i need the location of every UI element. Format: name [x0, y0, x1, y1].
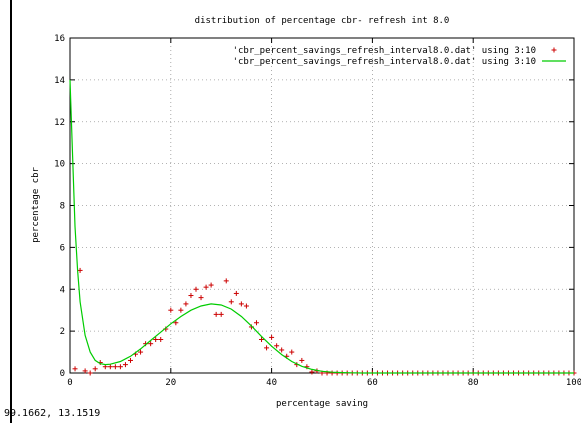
- data-point: [107, 364, 113, 370]
- data-point: [243, 303, 249, 309]
- data-point: [223, 278, 229, 284]
- data-point: [168, 307, 174, 313]
- x-tick-label: 20: [165, 378, 176, 388]
- data-point: [198, 295, 204, 301]
- data-point: [228, 299, 234, 305]
- series-layer: [69, 79, 577, 376]
- legend-point-marker: [551, 47, 557, 53]
- data-point: [289, 349, 295, 355]
- legend-label-line: 'cbr_percent_savings_refresh_interval8.0…: [233, 57, 536, 67]
- data-point: [193, 286, 199, 292]
- window-left-border: [10, 0, 12, 423]
- legend-label-points: 'cbr_percent_savings_refresh_interval8.0…: [233, 46, 536, 56]
- data-point: [153, 337, 159, 342]
- x-tick-label: 0: [67, 378, 72, 388]
- data-point: [127, 357, 133, 363]
- data-point: [87, 370, 93, 376]
- data-point: [264, 345, 270, 351]
- data-point: [233, 290, 239, 296]
- data-point: [112, 364, 118, 370]
- data-point: [138, 349, 144, 355]
- data-point: [92, 366, 98, 372]
- y-tick-label: 0: [60, 369, 65, 379]
- data-point: [203, 284, 209, 290]
- y-tick-label: 2: [60, 327, 65, 337]
- data-point: [178, 307, 184, 313]
- data-point: [117, 364, 123, 370]
- data-point: [148, 341, 154, 347]
- chart-title: distribution of percentage cbr- refresh …: [195, 16, 450, 26]
- status-coordinates: 99.1662, 13.1519: [4, 408, 101, 419]
- data-point: [208, 282, 214, 288]
- data-point: [183, 301, 189, 307]
- data-point: [188, 293, 194, 299]
- data-point: [329, 370, 335, 376]
- data-point: [72, 366, 78, 372]
- ticks-layer: 0 20 40 60 80 100 0 2 4 6 8 10 12 14 16: [54, 34, 581, 388]
- y-axis-label: percentage cbr: [31, 166, 41, 242]
- y-tick-label: 4: [60, 285, 65, 295]
- data-point: [279, 347, 285, 353]
- y-tick-label: 8: [60, 202, 65, 212]
- data-point: [213, 311, 219, 317]
- x-tick-label: 40: [266, 378, 277, 388]
- data-point: [274, 343, 280, 349]
- legend-point-symbol: [551, 47, 557, 53]
- y-tick-label: 12: [54, 118, 65, 128]
- data-point: [173, 320, 179, 326]
- data-point: [122, 362, 128, 368]
- x-axis-label: percentage saving: [276, 399, 368, 409]
- data-point: [82, 368, 88, 374]
- x-tick-label: 80: [468, 378, 479, 388]
- x-tick-label: 60: [367, 378, 378, 388]
- grid-layer: [70, 38, 574, 373]
- y-tick-label: 10: [54, 160, 65, 170]
- data-point: [218, 311, 224, 317]
- series-points: [72, 267, 577, 376]
- series-line: [69, 79, 574, 374]
- data-point: [269, 334, 275, 340]
- data-point: [158, 337, 164, 342]
- data-point: [299, 357, 305, 363]
- y-tick-label: 16: [54, 34, 65, 44]
- data-point: [77, 267, 83, 273]
- y-tick-label: 6: [60, 243, 65, 253]
- x-tick-label: 100: [566, 378, 581, 388]
- data-point: [259, 337, 265, 342]
- legend: 'cbr_percent_savings_refresh_interval8.0…: [233, 46, 566, 67]
- data-point: [253, 320, 259, 326]
- data-point: [309, 369, 315, 375]
- data-point: [238, 301, 244, 307]
- y-tick-label: 14: [54, 76, 65, 86]
